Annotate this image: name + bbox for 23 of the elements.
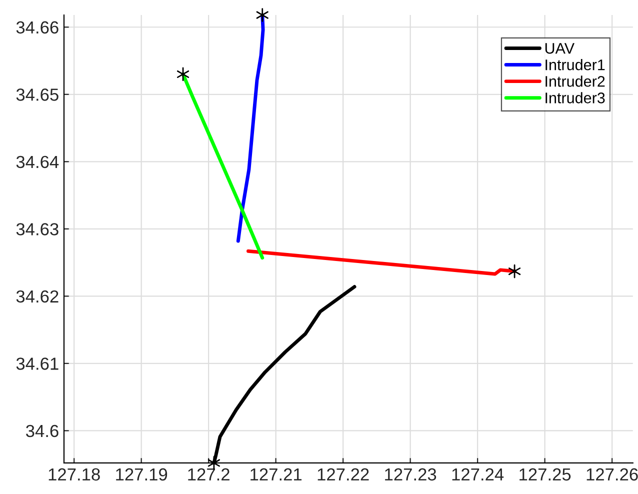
x-tick-label: 127.23 (385, 468, 436, 481)
x-tick-label: 127.19 (116, 468, 168, 481)
x-tick-label: 127.18 (48, 468, 100, 481)
point (508, 264, 521, 278)
x-tick-label: 127.22 (318, 468, 369, 480)
legend-label: Intruder3 (546, 92, 605, 104)
point (176, 67, 190, 82)
legend-label: UAV (545, 43, 574, 54)
legend-label: Intruder1 (546, 59, 605, 70)
y-tick-label: 34.6 (26, 424, 58, 438)
y-tick-label: 34.61 (16, 358, 58, 370)
x-tick-label: 127.26 (586, 468, 638, 481)
y-tick-label: 34.64 (16, 156, 59, 168)
point (256, 8, 268, 22)
x-tick-label: 127.2 (188, 468, 230, 480)
y-tick-label: 34.63 (16, 223, 58, 236)
x-tick-label: 127.24 (452, 468, 504, 480)
y-tick-label: 34.62 (16, 290, 58, 303)
legend-label: Intruder2 (546, 76, 605, 87)
x-tick-label: 127.25 (520, 468, 571, 481)
x-tick-label: 127.21 (250, 468, 302, 480)
y-tick-label: 34.66 (16, 21, 58, 34)
y-tick-label: 34.65 (16, 88, 58, 101)
